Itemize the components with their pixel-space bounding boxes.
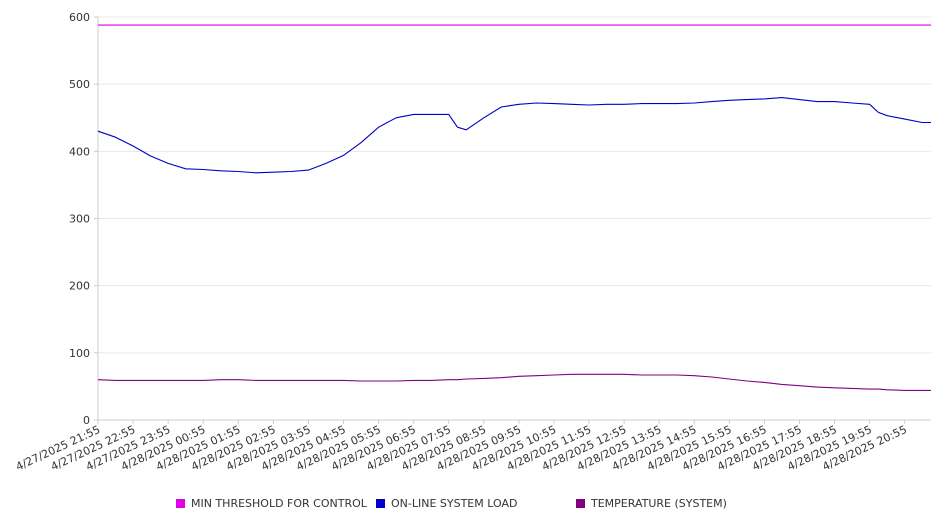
y-tick-label: 400	[69, 145, 90, 158]
series-lines	[97, 24, 931, 391]
legend: MIN THRESHOLD FOR CONTROL ON-LINE SYSTEM…	[0, 497, 946, 517]
y-tick-label: 200	[69, 280, 90, 293]
y-axis-tick-labels: 0 100 200 300 400 500 600	[69, 11, 90, 427]
legend-swatch	[576, 499, 585, 508]
y-tick-label: 500	[69, 78, 90, 91]
legend-swatch	[176, 499, 185, 508]
y-tick-label: 300	[69, 213, 90, 226]
axes	[97, 17, 931, 421]
legend-label: ON-LINE SYSTEM LOAD	[391, 497, 518, 510]
legend-item-system-load[interactable]: ON-LINE SYSTEM LOAD	[376, 497, 517, 510]
series-line-3	[97, 373, 931, 391]
y-tick-label: 100	[69, 347, 90, 360]
legend-item-temperature[interactable]: TEMPERATURE (SYSTEM)	[576, 497, 727, 510]
legend-label: TEMPERATURE (SYSTEM)	[591, 497, 727, 510]
x-axis-tick-labels: 4/27/2025 21:554/27/2025 22:554/27/2025 …	[14, 420, 909, 473]
y-tick-label: 600	[69, 11, 90, 24]
y-tick-label: 0	[83, 414, 90, 427]
legend-label: MIN THRESHOLD FOR CONTROL	[191, 497, 367, 510]
series-line-2	[97, 97, 931, 174]
legend-item-min-threshold[interactable]: MIN THRESHOLD FOR CONTROL	[176, 497, 367, 510]
grid-lines	[94, 16, 931, 421]
legend-swatch	[376, 499, 385, 508]
